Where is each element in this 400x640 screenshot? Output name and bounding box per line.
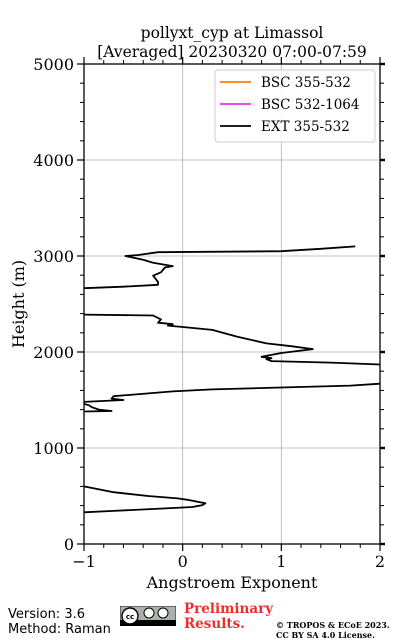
- ticks: [77, 57, 385, 551]
- chart-subtitle: [Averaged] 20230320 07:00-07:59: [97, 43, 367, 61]
- plot-lines: [83, 245, 381, 514]
- series-3-line-segment-3: [83, 382, 381, 403]
- y-tick-label: 5000: [33, 55, 74, 74]
- x-tick-label: 2: [375, 552, 385, 571]
- chart: pollyxt_cyp at Limassol [Averaged] 20230…: [9, 24, 385, 592]
- preliminary-line-2: Results.: [184, 616, 245, 632]
- series-3-line-segment-5: [83, 245, 356, 290]
- method-text: Method: Raman: [8, 622, 111, 637]
- legend: BSC 355-532 BSC 532-1064 EXT 355-532: [214, 69, 376, 143]
- series-3-line-segment-1: [83, 485, 207, 514]
- legend-box: [214, 69, 376, 143]
- version-text: Version: 3.6: [8, 607, 85, 622]
- x-tick-label: 1: [276, 552, 286, 571]
- series-3-line-segment-4: [83, 313, 381, 366]
- y-tick-label: 0: [64, 535, 74, 554]
- copyright-notice: © TROPOS & ECoE 2023. CC BY SA 4.0 Licen…: [276, 620, 390, 640]
- y-tick-label: 4000: [33, 151, 74, 170]
- series-3-line-segment-2: [83, 402, 113, 413]
- svg-text:cc: cc: [126, 613, 134, 621]
- x-tick-label: 0: [178, 552, 188, 571]
- y-axis-label: Height (m): [9, 260, 28, 348]
- y-tick-label: 3000: [33, 247, 74, 266]
- x-tick-label: −1: [72, 552, 96, 571]
- chart-title: pollyxt_cyp at Limassol: [141, 24, 324, 42]
- legend-label-1: BSC 355-532: [261, 75, 351, 91]
- preliminary-line-1: Preliminary: [184, 601, 274, 617]
- copyright-line-2: CC BY SA 4.0 License.: [276, 630, 375, 640]
- preliminary-results-notice: Preliminary Results.: [184, 602, 273, 632]
- plot-frame: [83, 63, 381, 545]
- legend-label-2: BSC 532-1064: [261, 97, 359, 113]
- legend-label-3: EXT 355-532: [261, 119, 350, 135]
- copyright-line-1: © TROPOS & ECoE 2023.: [276, 620, 390, 630]
- cc-by-sa-logo: cc: [120, 606, 176, 626]
- y-tick-label: 1000: [33, 439, 74, 458]
- y-tick-label: 2000: [33, 343, 74, 362]
- x-axis-label: Angstroem Exponent: [146, 573, 318, 592]
